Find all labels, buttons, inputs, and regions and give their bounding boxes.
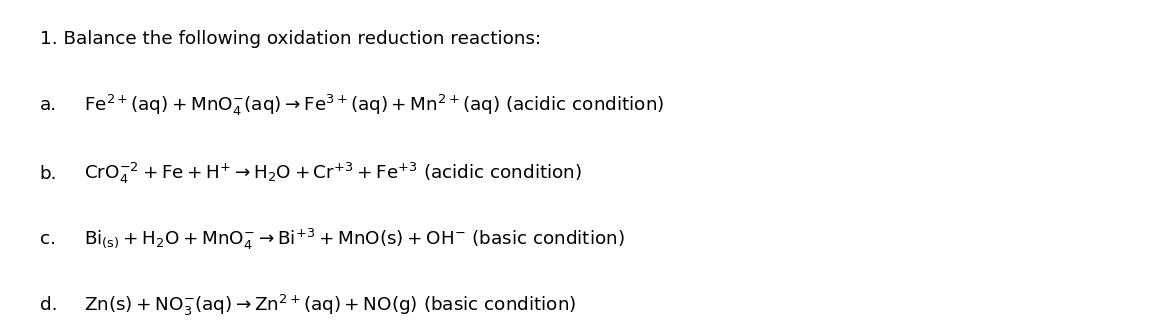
Text: 1. Balance the following oxidation reduction reactions:: 1. Balance the following oxidation reduc… (40, 30, 540, 48)
Text: $\mathregular{CrO_4^{-2}  +  Fe  +  H^{+}  \rightarrow  H_2O  +  Cr^{+3}  +  Fe^: $\mathregular{CrO_4^{-2} + Fe + H^{+} \r… (84, 161, 582, 186)
Text: $\mathregular{Zn(s)  +  NO_3^{-}(aq)  \rightarrow  Zn^{2+}(aq)  +  NO(g)\ (basic: $\mathregular{Zn(s) + NO_3^{-}(aq) \righ… (84, 293, 576, 318)
Text: $\mathregular{Fe^{2+}(aq)  +  MnO_4^{-}(aq)  \rightarrow   Fe^{3+}(aq)  +  Mn^{2: $\mathregular{Fe^{2+}(aq) + MnO_4^{-}(aq… (84, 92, 664, 117)
Text: a.: a. (40, 96, 57, 114)
Text: c.: c. (40, 231, 56, 248)
Text: d.: d. (40, 296, 57, 314)
Text: b.: b. (40, 165, 57, 183)
Text: $\mathregular{Bi_{(s)}  +  H_2O  +  MnO_4^{-}  \rightarrow  Bi^{+3}  +  MnO(s)  : $\mathregular{Bi_{(s)} + H_2O + MnO_4^{-… (84, 227, 624, 252)
